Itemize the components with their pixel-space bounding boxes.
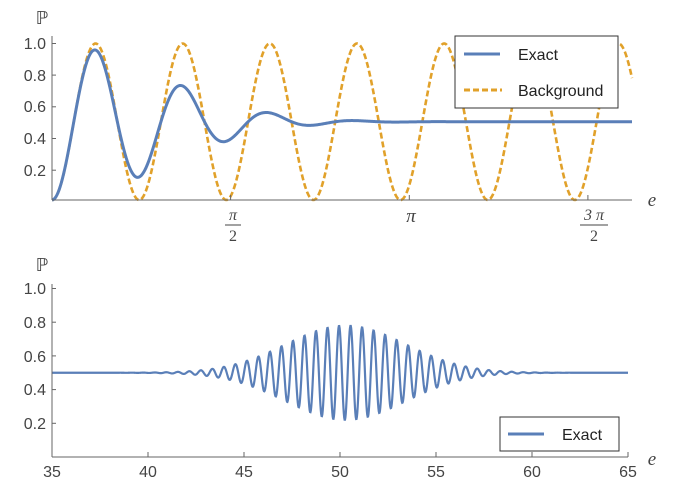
top-x-axis-label: e bbox=[648, 190, 656, 211]
bottom-x-tick-label: 50 bbox=[331, 464, 349, 481]
top-y-ticks: 0.2 0.4 0.6 0.8 1.0 bbox=[24, 36, 56, 180]
bottom-y-tick-label: 1.0 bbox=[24, 281, 46, 298]
top-y-axis-label: ℙ bbox=[36, 8, 49, 29]
top-x-tick-label-pi-half-num: π bbox=[229, 207, 238, 224]
top-series-exact bbox=[51, 48, 632, 202]
top-x-tick-label-pi: π bbox=[406, 206, 416, 227]
bottom-y-tick-label: 0.8 bbox=[24, 315, 46, 332]
bottom-legend-label-exact: Exact bbox=[562, 427, 603, 444]
top-series-group bbox=[51, 42, 634, 202]
bottom-series-exact bbox=[52, 324, 628, 421]
top-legend-box bbox=[454, 35, 619, 109]
top-legend: Exact Background bbox=[454, 35, 619, 109]
top-y-tick-label: 0.2 bbox=[24, 163, 46, 180]
bottom-legend-box bbox=[499, 416, 620, 452]
top-y-tick-label: 1.0 bbox=[24, 36, 46, 53]
top-legend-label-exact: Exact bbox=[518, 47, 559, 64]
bottom-x-tick-label: 55 bbox=[427, 464, 445, 481]
bottom-legend: Exact bbox=[499, 416, 620, 452]
bottom-y-tick-label: 0.6 bbox=[24, 349, 46, 366]
bottom-x-tick-label: 65 bbox=[619, 464, 637, 481]
bottom-y-tick-label: 0.2 bbox=[24, 416, 46, 433]
bottom-y-axis-label: ℙ bbox=[36, 255, 49, 276]
bottom-y-ticks: 0.2 0.4 0.6 0.8 1.0 bbox=[24, 281, 56, 433]
top-chart: ℙ 0.2 0.4 0.6 0.8 1.0 π 2 π 3 π 2 e bbox=[24, 8, 656, 245]
bottom-x-tick-label: 40 bbox=[139, 464, 157, 481]
top-legend-label-background: Background bbox=[518, 83, 603, 100]
top-y-tick-label: 0.8 bbox=[24, 68, 46, 85]
bottom-series-group bbox=[52, 324, 628, 421]
top-y-tick-label: 0.4 bbox=[24, 131, 46, 148]
top-x-tick-label-three-pi-half-den: 2 bbox=[590, 228, 598, 245]
bottom-x-tick-label: 60 bbox=[523, 464, 541, 481]
top-series-background bbox=[51, 42, 634, 202]
bottom-x-tick-label: 45 bbox=[235, 464, 253, 481]
bottom-chart: ℙ 0.2 0.4 0.6 0.8 1.0 35 40 45 50 55 bbox=[24, 255, 656, 481]
top-y-tick-label: 0.6 bbox=[24, 99, 46, 116]
bottom-x-ticks: 35 40 45 50 55 60 65 bbox=[43, 452, 637, 481]
top-x-ticks: π 2 π 3 π 2 bbox=[225, 195, 608, 245]
top-x-tick-label-pi-half-den: 2 bbox=[229, 228, 237, 245]
bottom-y-tick-label: 0.4 bbox=[24, 382, 46, 399]
bottom-x-tick-label: 35 bbox=[43, 464, 61, 481]
bottom-x-axis-label: e bbox=[648, 449, 656, 470]
top-x-tick-label-three-pi-half-num: 3 π bbox=[583, 207, 605, 224]
